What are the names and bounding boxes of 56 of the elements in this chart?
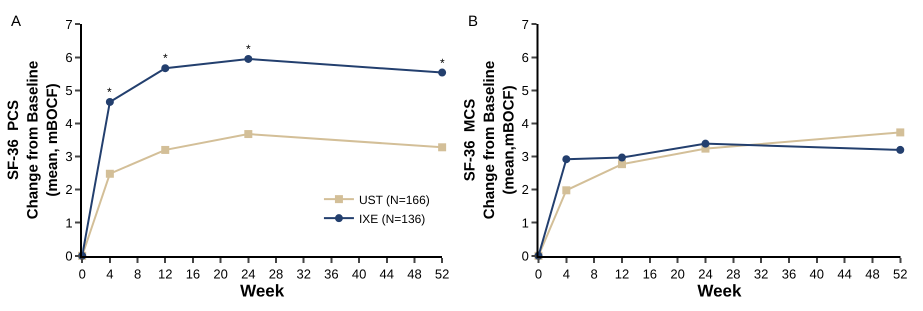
y-tick-label: 5 (65, 82, 73, 98)
x-tick-label: 12 (614, 266, 630, 282)
x-tick-label: 16 (642, 266, 658, 282)
annotation: * (440, 56, 445, 70)
legend-label: UST (N=166) (358, 192, 430, 207)
x-tick-label: 44 (380, 266, 394, 282)
y-tick-label: 0 (65, 248, 73, 264)
x-tick-label: 32 (754, 266, 768, 282)
x-tick-label: 16 (186, 266, 200, 282)
y-tick-label: 3 (522, 149, 529, 164)
x-tick-label: 4 (562, 266, 570, 282)
x-axis-title: Week (697, 281, 742, 300)
x-tick-label: 48 (407, 266, 422, 282)
y-tick-label: 4 (522, 116, 529, 132)
x-tick-label: 40 (810, 266, 824, 282)
y-tick-label: 3 (65, 149, 73, 164)
annotation: * (107, 85, 112, 99)
x-tick-label: 0 (534, 266, 542, 282)
x-tick-label: 8 (134, 266, 142, 282)
x-tick-label: 24 (698, 266, 713, 282)
y-tick-label: 2 (65, 182, 73, 198)
annotation: * (163, 51, 168, 65)
x-tick-label: 28 (726, 266, 741, 282)
annotation: * (246, 42, 251, 56)
x-tick-label: 40 (352, 266, 366, 282)
x-tick-label: 0 (78, 266, 86, 282)
x-tick-label: 28 (268, 266, 284, 282)
x-tick-label: 8 (590, 266, 598, 282)
y-tick-label: 1 (522, 215, 529, 230)
chart-title: B (468, 13, 478, 30)
y-tick-label: 2 (522, 182, 529, 198)
x-tick-label: 24 (241, 266, 256, 282)
x-tick-label: 36 (782, 266, 796, 282)
chart-title: A (11, 13, 22, 30)
x-tick-label: 20 (670, 266, 685, 282)
y-axis-title: SF-36 PCS Change from Baseline (mean, mBOCF) (5, 60, 62, 220)
x-tick-label: 12 (158, 266, 172, 282)
x-tick-label: 36 (324, 266, 339, 282)
y-tick-label: 7 (65, 16, 73, 32)
legend-label: IXE (N=136) (358, 212, 426, 226)
x-tick-label: 48 (865, 266, 880, 282)
x-tick-label: 4 (106, 266, 114, 282)
y-tick-label: 6 (522, 50, 529, 65)
x-tick-label: 32 (296, 266, 311, 282)
y-tick-label: 0 (522, 248, 529, 264)
x-tick-label: 52 (434, 266, 450, 282)
x-tick-label: 20 (213, 266, 228, 282)
y-axis-title: SF-36 MCS Change from Baseline (mean,mBOCF) (461, 60, 518, 220)
y-tick-label: 7 (522, 16, 529, 32)
y-tick-label: 1 (65, 215, 73, 230)
y-tick-label: 5 (522, 82, 529, 98)
y-tick-label: 6 (65, 50, 73, 65)
x-axis-title: Week (240, 281, 285, 300)
y-tick-label: 4 (65, 116, 73, 132)
x-tick-label: 44 (837, 266, 852, 282)
x-tick-label: 52 (893, 266, 908, 282)
